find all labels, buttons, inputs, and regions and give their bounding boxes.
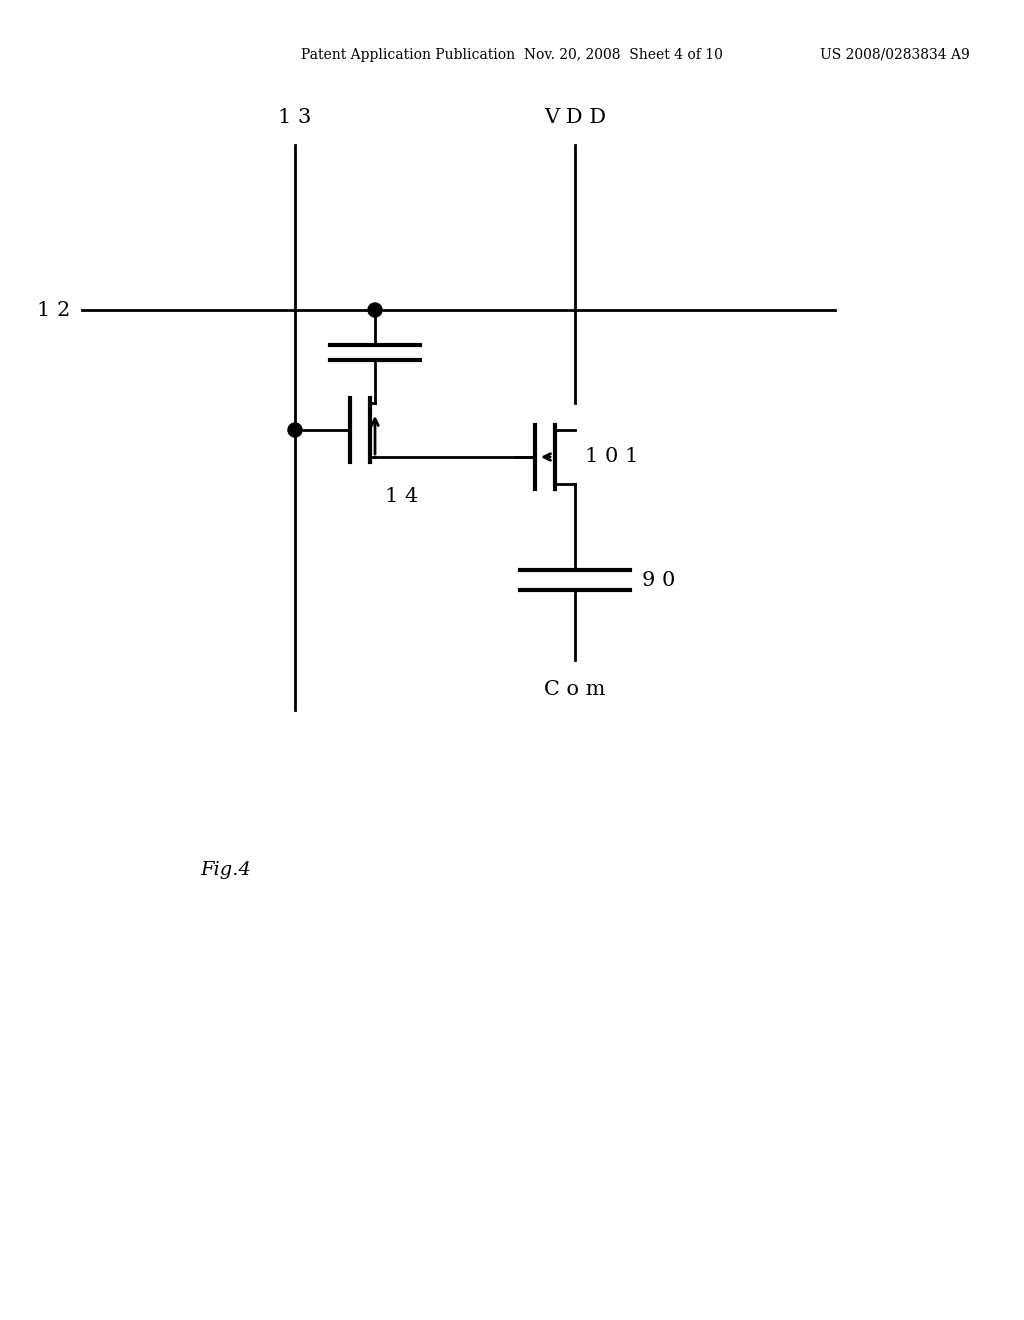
Text: Fig.4: Fig.4	[200, 861, 251, 879]
Text: US 2008/0283834 A9: US 2008/0283834 A9	[820, 48, 970, 62]
Text: 1 4: 1 4	[385, 487, 418, 506]
Text: V D D: V D D	[544, 108, 606, 127]
Text: Patent Application Publication  Nov. 20, 2008  Sheet 4 of 10: Patent Application Publication Nov. 20, …	[301, 48, 723, 62]
Text: 9 0: 9 0	[642, 570, 676, 590]
Circle shape	[288, 422, 302, 437]
Text: 1 3: 1 3	[279, 108, 311, 127]
Text: 1 0 1: 1 0 1	[585, 447, 638, 466]
Text: 1 2: 1 2	[37, 301, 70, 319]
Circle shape	[368, 304, 382, 317]
Text: C o m: C o m	[544, 680, 606, 700]
